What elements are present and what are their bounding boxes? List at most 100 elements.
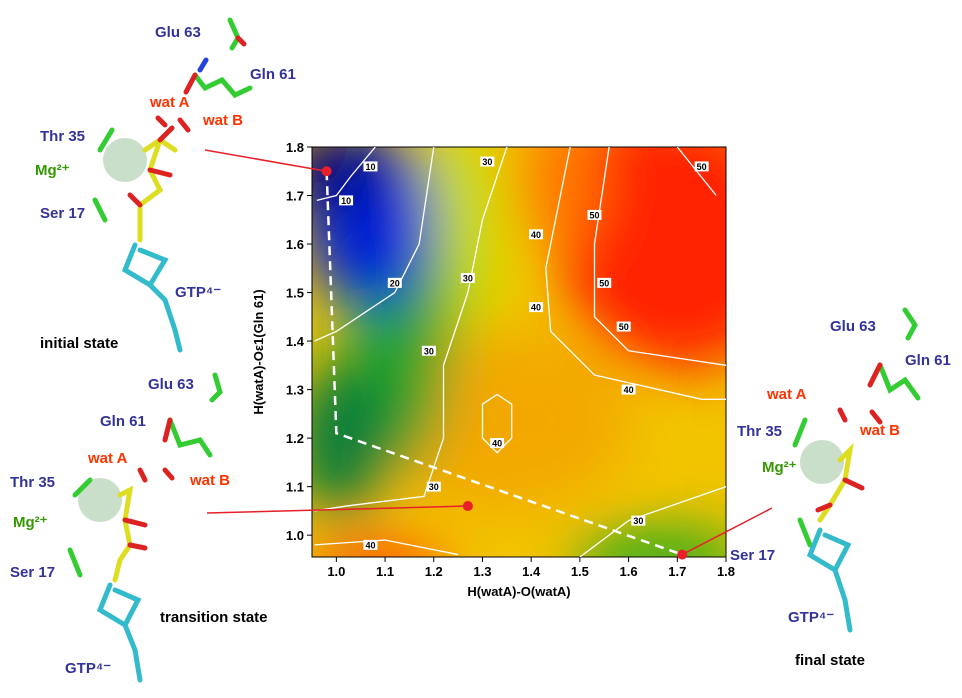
contour-label: 50 <box>589 210 599 220</box>
residue-label: wat A <box>149 94 190 111</box>
residue-label: Glu 63 <box>830 318 876 335</box>
residue-label: Ser 17 <box>730 547 775 564</box>
contour-label-box <box>529 229 544 240</box>
y-tick-label: 1.6 <box>286 237 304 252</box>
residue-label: Ser 17 <box>40 205 85 222</box>
y-tick-label: 1.8 <box>286 140 304 155</box>
y-axis-label: H(watA)-Oε1(Gln 61) <box>251 289 266 414</box>
residue-label: GTP⁴⁻ <box>175 284 221 301</box>
state-point <box>677 549 688 560</box>
contour-label-box <box>480 156 495 167</box>
contour-label: 50 <box>697 162 707 172</box>
plot-frame <box>311 146 727 558</box>
residue-label: GTP⁴⁻ <box>788 609 834 626</box>
contour-label-box <box>460 273 475 284</box>
contour-label: 40 <box>492 438 502 448</box>
contour-label: 30 <box>429 482 439 492</box>
state-point <box>321 166 332 177</box>
y-tick-label: 1.5 <box>286 286 304 301</box>
contour-label: 40 <box>624 385 634 395</box>
contour-label-box <box>490 437 505 448</box>
x-tick-label: 1.6 <box>620 564 638 579</box>
residue-label: Ser 17 <box>10 564 55 581</box>
state-point <box>462 501 473 512</box>
contour-label-box <box>426 481 441 492</box>
residue-label: Gln 61 <box>905 352 951 369</box>
residue-label: wat A <box>87 450 128 467</box>
contour-line <box>314 147 435 342</box>
contour-line <box>481 393 513 454</box>
x-tick-label: 1.7 <box>668 564 686 579</box>
x-tick-label: 1.5 <box>571 564 589 579</box>
contour-label-box <box>529 302 544 313</box>
contour-label-box <box>621 384 636 395</box>
residue-label: Mg²⁺ <box>35 162 70 179</box>
contour-line <box>316 147 376 202</box>
y-tick-label: 1.1 <box>286 480 304 495</box>
contour-label-box <box>631 515 646 526</box>
contour-label: 50 <box>619 322 629 332</box>
residue-label: Thr 35 <box>737 423 782 440</box>
residue-label: wat B <box>202 112 243 129</box>
residue-label: Mg²⁺ <box>13 514 48 531</box>
residue-label: wat B <box>859 422 900 439</box>
residue-label: Glu 63 <box>148 376 194 393</box>
contour-label: 40 <box>531 230 541 240</box>
x-tick-label: 1.3 <box>473 564 491 579</box>
state-name: initial state <box>40 335 118 352</box>
contour-line <box>545 147 726 400</box>
residue-label: wat B <box>189 472 230 489</box>
contour-label: 30 <box>633 516 643 526</box>
y-tick-label: 1.2 <box>286 431 304 446</box>
residue-label: Thr 35 <box>10 474 55 491</box>
connector <box>204 149 327 172</box>
contour-label-box <box>597 277 612 288</box>
contour-label-box <box>421 345 436 356</box>
y-tick-label: 1.7 <box>286 189 304 204</box>
contour-label: 40 <box>365 540 375 550</box>
residue-label: wat A <box>766 386 807 403</box>
molecule-initial <box>92 17 253 353</box>
contour-label-box <box>694 161 709 172</box>
residue-label: Thr 35 <box>40 128 85 145</box>
contour-label: 20 <box>390 278 400 288</box>
structure-labels: Glu 63 Gln 61 wat A wat B Thr 35 Mg²⁺ Ser 17 GT… <box>10 24 951 677</box>
contours: 10 10 20 30 30 30 30 40 40 40 40 40 50 50 50 50 30 <box>314 147 726 557</box>
contour-label: 40 <box>531 303 541 313</box>
x-tick-label: 1.8 <box>717 564 735 579</box>
plot: 1.0 1.1 1.2 1.3 1.4 1.5 1.6 1.7 1.8 1.0 1.1 1.2 1.3 1… <box>204 140 773 579</box>
y-tick-label: 1.4 <box>286 334 305 349</box>
state-name: final state <box>795 652 865 669</box>
contour-label: 50 <box>599 278 609 288</box>
state-name: transition state <box>160 609 268 626</box>
residue-label: Glu 63 <box>155 24 201 41</box>
residue-label: Mg²⁺ <box>762 459 797 476</box>
contour-label-box <box>363 161 378 172</box>
contour-label: 30 <box>424 346 434 356</box>
x-tick-label: 1.4 <box>522 564 541 579</box>
molecule-final <box>792 307 921 633</box>
contour-label: 30 <box>482 157 492 167</box>
connector <box>681 507 773 556</box>
heatmap <box>312 147 726 557</box>
contour-line <box>579 486 726 557</box>
contour-line <box>314 147 508 512</box>
contour-label-box <box>387 277 402 288</box>
connector <box>206 505 468 514</box>
x-tick-label: 1.0 <box>327 564 345 579</box>
y-tick-label: 1.0 <box>286 528 304 543</box>
residue-label: Gln 61 <box>100 413 146 430</box>
residue-label: GTP⁴⁻ <box>65 660 111 677</box>
contour-label-box <box>616 321 631 332</box>
y-tick-label: 1.3 <box>286 383 304 398</box>
contour-label-box <box>339 195 354 206</box>
x-tick-label: 1.1 <box>376 564 394 579</box>
reaction-path <box>325 171 683 556</box>
contour-label: 30 <box>463 274 473 284</box>
x-tick-label: 1.2 <box>425 564 443 579</box>
contour-label: 10 <box>365 162 375 172</box>
contour-label: 10 <box>341 196 351 206</box>
molecule-transition <box>67 372 223 683</box>
contour-label-box <box>363 539 378 550</box>
